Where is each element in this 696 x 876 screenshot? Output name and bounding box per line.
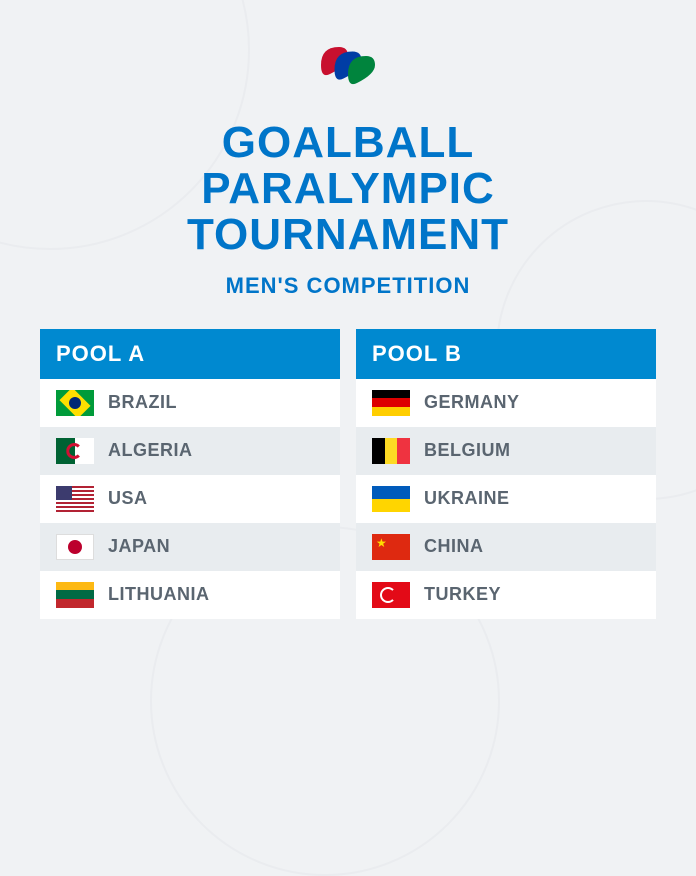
team-row: JAPAN	[40, 523, 340, 571]
pool-header: POOL B	[356, 329, 656, 379]
pool-header: POOL A	[40, 329, 340, 379]
subtitle: MEN'S COMPETITION	[226, 273, 471, 299]
flag-icon	[372, 390, 410, 416]
page-title: GOALBALL PARALYMPIC TOURNAMENT	[187, 120, 509, 259]
paralympic-logo	[303, 30, 393, 100]
pool: POOL B GERMANY BELGIUM UKRAINE CHINA TURKEY	[356, 329, 656, 619]
team-name: LITHUANIA	[108, 584, 210, 605]
flag-icon	[372, 582, 410, 608]
team-row: TURKEY	[356, 571, 656, 619]
team-row: LITHUANIA	[40, 571, 340, 619]
team-row: USA	[40, 475, 340, 523]
flag-icon	[56, 438, 94, 464]
main-container: GOALBALL PARALYMPIC TOURNAMENT MEN'S COM…	[0, 0, 696, 696]
pools-container: POOL ABRAZILALGERIAUSAJAPANLITHUANIAPOOL…	[0, 329, 696, 619]
flag-icon	[56, 390, 94, 416]
title-line-3: TOURNAMENT	[187, 210, 509, 259]
team-row: ALGERIA	[40, 427, 340, 475]
flag-icon	[372, 486, 410, 512]
flag-icon	[56, 486, 94, 512]
title-line-1: GOALBALL	[222, 118, 474, 167]
team-name: GERMANY	[424, 392, 520, 413]
team-row: UKRAINE	[356, 475, 656, 523]
team-name: USA	[108, 488, 148, 509]
flag-icon	[56, 534, 94, 560]
title-line-2: PARALYMPIC	[201, 164, 495, 213]
team-row: BELGIUM	[356, 427, 656, 475]
flag-icon	[372, 438, 410, 464]
team-name: BELGIUM	[424, 440, 511, 461]
team-row: CHINA	[356, 523, 656, 571]
team-name: ALGERIA	[108, 440, 193, 461]
team-name: TURKEY	[424, 584, 501, 605]
team-name: CHINA	[424, 536, 484, 557]
team-row: BRAZIL	[40, 379, 340, 427]
pool: POOL A BRAZIL ALGERIA USA JAPAN LITHUANIA	[40, 329, 340, 619]
team-name: JAPAN	[108, 536, 170, 557]
team-row: GERMANY	[356, 379, 656, 427]
flag-icon	[56, 582, 94, 608]
team-name: UKRAINE	[424, 488, 510, 509]
team-name: BRAZIL	[108, 392, 177, 413]
flag-icon	[372, 534, 410, 560]
